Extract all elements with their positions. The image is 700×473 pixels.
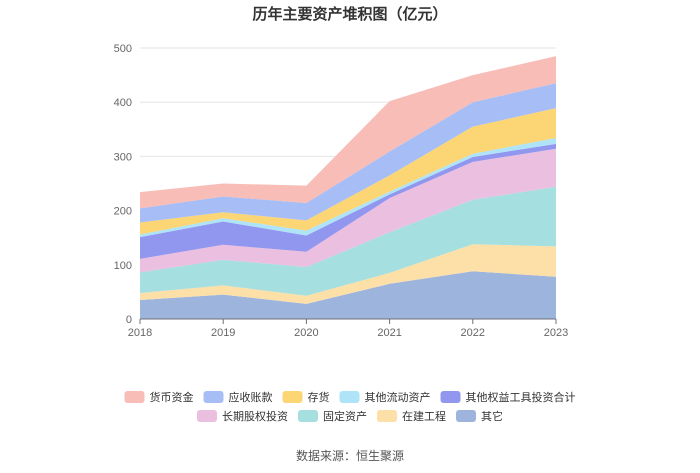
legend-swatch xyxy=(440,391,461,403)
x-tick-label: 2019 xyxy=(211,327,235,339)
legend-item[interactable]: 其它 xyxy=(456,409,503,423)
area-series-2[interactable] xyxy=(140,186,556,296)
legend-swatch xyxy=(203,391,224,403)
legend-label: 固定资产 xyxy=(323,409,367,423)
legend-item[interactable]: 固定资产 xyxy=(298,409,367,423)
legend-item[interactable]: 其他流动资产 xyxy=(339,390,431,404)
legend-swatch xyxy=(298,410,318,422)
legend-swatch xyxy=(456,410,476,422)
area-series-3[interactable] xyxy=(140,148,556,273)
x-tick-label: 2021 xyxy=(377,327,401,339)
area-series-7[interactable] xyxy=(140,83,556,223)
legend-item[interactable]: 存货 xyxy=(282,390,330,404)
x-tick-label: 2022 xyxy=(461,327,485,339)
y-tick-label: 0 xyxy=(126,314,132,326)
legend-item[interactable]: 其他权益工具投资合计 xyxy=(440,390,576,404)
legend-item[interactable]: 应收账款 xyxy=(203,390,273,404)
area-series-0[interactable] xyxy=(140,271,556,319)
legend-label: 存货 xyxy=(308,390,330,404)
legend-swatch xyxy=(124,391,145,403)
x-tick-label: 2018 xyxy=(128,327,152,339)
legend-label: 货币资金 xyxy=(150,390,194,404)
legend-label: 在建工程 xyxy=(402,409,446,423)
area-series-6[interactable] xyxy=(140,108,556,235)
area-series-8[interactable] xyxy=(140,56,556,209)
y-tick-label: 200 xyxy=(114,206,132,218)
legend-swatch xyxy=(197,410,217,422)
data-source-note: 数据来源：恒生聚源 xyxy=(296,448,404,463)
x-tick-label: 2023 xyxy=(544,327,568,339)
legend-item[interactable]: 货币资金 xyxy=(124,390,194,404)
axes: 0 100 200 300 400 500 2018 2019 2020 2021 2022 2023 xyxy=(114,43,569,339)
y-tick-label: 100 xyxy=(114,260,132,272)
legend-label: 长期股权投资 xyxy=(222,409,288,423)
legend-swatch xyxy=(282,391,303,403)
y-tick-label: 300 xyxy=(114,151,132,163)
legend-swatch xyxy=(377,410,397,422)
legend-item[interactable]: 在建工程 xyxy=(377,409,446,423)
area-series-1[interactable] xyxy=(140,244,556,304)
area-series-4[interactable] xyxy=(140,143,556,259)
legend-label: 其他权益工具投资合计 xyxy=(466,390,576,404)
legend-item[interactable]: 长期股权投资 xyxy=(197,409,288,423)
y-tick-label: 400 xyxy=(114,97,132,109)
legend-swatch xyxy=(339,391,360,403)
area-series-5[interactable] xyxy=(140,137,556,238)
legend-label: 其它 xyxy=(481,409,503,423)
area-series xyxy=(140,56,556,319)
legend-label: 其他流动资产 xyxy=(365,390,431,404)
legend-label: 应收账款 xyxy=(229,390,273,404)
y-tick-label: 500 xyxy=(114,43,132,55)
x-tick-label: 2020 xyxy=(294,327,318,339)
chart-title: 历年主要资产堆积图（亿元） xyxy=(252,5,447,23)
